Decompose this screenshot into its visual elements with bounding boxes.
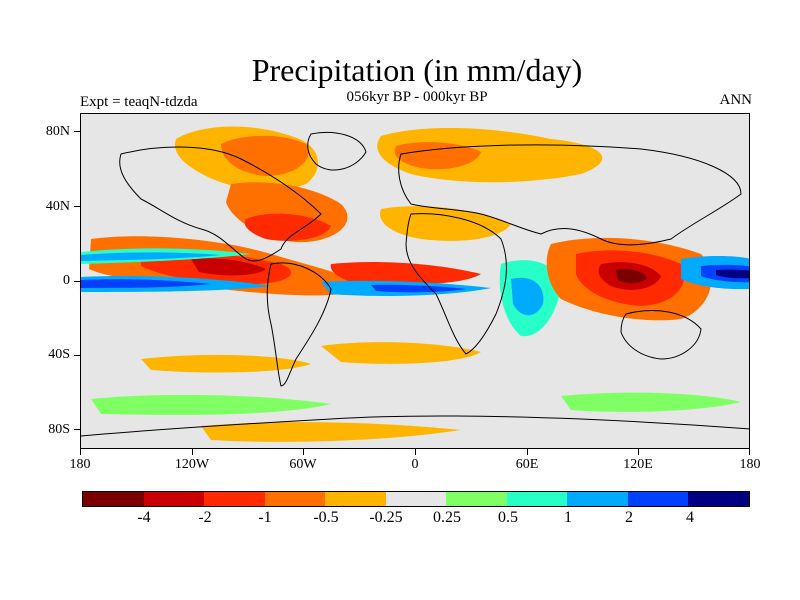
colorbar-segment <box>567 492 628 506</box>
colorbar-label: 1 <box>564 509 572 526</box>
anomaly-sahara <box>380 206 511 241</box>
coastline-south-america <box>266 262 332 387</box>
lon-tick-mark <box>527 449 528 455</box>
lat-tick-mark <box>74 131 80 132</box>
colorbar-label: -4 <box>137 509 151 526</box>
anomaly-greenland <box>221 135 309 176</box>
colorbar-label: -2 <box>198 509 212 526</box>
lat-tick-mark <box>74 355 80 356</box>
colorbar-segment <box>264 492 326 506</box>
anomaly-east-pacific-peak <box>191 258 266 276</box>
coastline-greenland <box>307 131 367 171</box>
lat-tick-mark <box>74 429 80 430</box>
lat-tick-label: 80N <box>45 124 70 139</box>
experiment-label: Expt = teaqN-tdzda <box>80 94 198 110</box>
lon-tick-mark <box>80 449 81 455</box>
anomaly-pacific-south-wet-core <box>81 279 211 288</box>
season-label: ANN <box>719 92 753 108</box>
colorbar-label: 2 <box>625 509 633 526</box>
coastline-africa <box>405 213 507 355</box>
lon-tick-mark <box>192 449 193 455</box>
lon-tick-label: 0 <box>411 457 419 472</box>
colorbar-label: -1 <box>258 509 272 526</box>
lat-tick-mark <box>74 281 80 282</box>
lon-tick-mark <box>749 449 750 455</box>
anomaly-southern-ocean-wet <box>91 394 331 415</box>
lat-tick-label: 40N <box>45 199 70 214</box>
anomaly-maritime-continent-max <box>616 268 647 284</box>
lat-tick-mark <box>74 206 80 207</box>
coastline-australia <box>620 309 702 360</box>
coastline-north-america <box>119 146 322 262</box>
lon-tick-label: 60E <box>515 457 539 472</box>
anomaly-indian-ocean-wet-core <box>511 277 544 316</box>
colorbar-segment <box>506 492 568 506</box>
colorbar-segment <box>325 492 386 506</box>
anomaly-west-pacific-max <box>716 269 749 279</box>
colorbar <box>82 491 750 507</box>
anomaly-southern-ocean-wet-2 <box>561 392 741 412</box>
lat-tick-label: 0 <box>63 273 70 288</box>
colorbar-segment <box>204 492 265 506</box>
anomaly-atlantic-wet-core <box>371 284 466 293</box>
lon-tick-label: 120W <box>174 457 210 472</box>
coastline-antarctica <box>81 415 749 437</box>
colorbar-segment <box>446 492 507 506</box>
lon-tick-mark <box>303 449 304 455</box>
colorbar-label: 0.25 <box>433 509 461 526</box>
precipitation-map <box>80 113 750 449</box>
map-title: Precipitation (in mm/day) <box>251 52 583 88</box>
colorbar-segment <box>688 492 750 506</box>
anomaly-europe-core <box>394 142 481 170</box>
lon-tick-label: 180 <box>739 457 761 472</box>
colorbar-label: -0.5 <box>313 509 339 526</box>
colorbar-segment <box>83 492 144 506</box>
lat-tick-label: 40S <box>48 347 70 362</box>
colorbar-label: 0.5 <box>498 509 518 526</box>
colorbar-segment <box>627 492 689 506</box>
anomaly-atlantic-storm-core <box>244 213 331 241</box>
coastline-eurasia <box>398 144 742 246</box>
anomaly-pacific-wet-band-core <box>81 252 221 261</box>
lon-tick-label: 60W <box>289 457 317 472</box>
coastlines <box>81 131 749 437</box>
colorbar-segment <box>143 492 205 506</box>
anomaly-southern-ocean-drying <box>321 342 481 364</box>
lon-tick-mark <box>638 449 639 455</box>
anomaly-antarctic-drying <box>201 422 461 442</box>
anomaly-southern-ocean-drying-2 <box>141 354 311 373</box>
colorbar-segment <box>385 492 447 506</box>
lon-tick-label: 120E <box>623 457 653 472</box>
anomaly-tropical-atlantic <box>330 262 481 285</box>
colorbar-label: -0.25 <box>369 509 403 526</box>
precipitation-field <box>81 126 749 442</box>
lon-tick-label: 180 <box>69 457 91 472</box>
map-subtitle: 056kyr BP - 000kyr BP <box>346 89 488 105</box>
colorbar-label: 4 <box>686 509 694 526</box>
lat-tick-label: 80S <box>48 422 70 437</box>
lon-tick-mark <box>415 449 416 455</box>
